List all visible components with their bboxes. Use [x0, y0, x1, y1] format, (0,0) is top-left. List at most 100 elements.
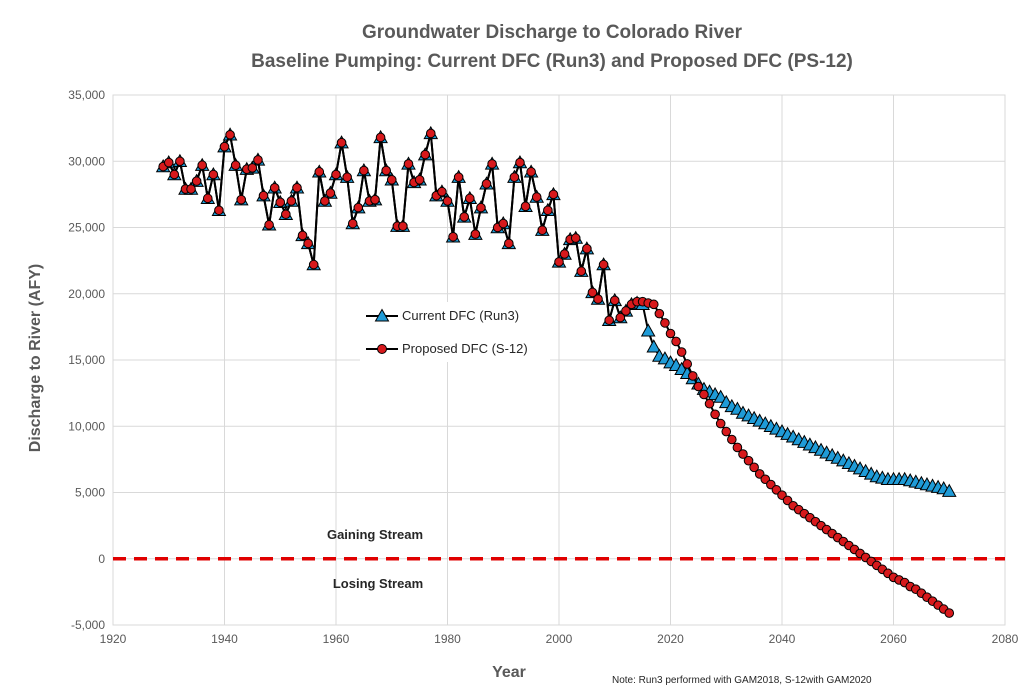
x-tick-label: 2040: [769, 632, 796, 646]
data-point-circle: [682, 359, 693, 369]
data-point-circle: [442, 196, 453, 206]
x-tick-label: 2060: [880, 632, 907, 646]
data-point-circle: [559, 249, 570, 259]
legend-marker-circle: [377, 344, 387, 354]
data-point-circle: [308, 259, 319, 270]
y-tick-label: 35,000: [68, 88, 105, 102]
x-tick-label: 1920: [100, 632, 127, 646]
data-point-circle: [403, 159, 414, 169]
data-point-circle: [576, 266, 587, 277]
data-point-circle: [582, 243, 592, 254]
data-point-circle: [381, 165, 391, 176]
data-point-circle: [515, 157, 525, 168]
data-point-circle: [359, 165, 369, 176]
data-point-circle: [420, 149, 431, 160]
data-point-circle: [543, 205, 553, 216]
losing-stream-label: Losing Stream: [333, 576, 423, 591]
data-point-circle: [587, 287, 598, 298]
data-point-circle: [738, 449, 748, 459]
data-point-circle: [520, 201, 531, 212]
data-point-circle: [186, 184, 196, 194]
plot-area-border: [112, 94, 1006, 626]
data-point-circle: [219, 141, 230, 152]
axes: -5,000 0 5,000 10,000 15,000 20,000 25,000 30,0…: [68, 88, 1018, 646]
data-point-circle: [236, 194, 247, 205]
data-point-circle: [459, 212, 470, 222]
data-point-circle: [688, 371, 698, 381]
data-point-circle: [615, 312, 626, 323]
data-point-circle: [604, 315, 614, 326]
y-tick-label: 10,000: [68, 419, 105, 433]
x-tick-label: 1980: [434, 632, 461, 646]
data-point-circle: [548, 189, 559, 200]
data-point-circle: [715, 418, 726, 429]
data-point-circle: [699, 389, 709, 400]
data-point-circle: [163, 157, 174, 168]
data-point-circle: [727, 434, 737, 445]
x-tick-label: 1940: [211, 632, 238, 646]
data-point-circle: [504, 238, 514, 249]
data-point-circle: [353, 202, 364, 213]
data-point-circle: [370, 194, 380, 205]
series-line: [162, 132, 950, 493]
x-tick-label: 1960: [323, 632, 350, 646]
legend: Current DFC (Run3) Proposed DFC (S-12): [360, 302, 550, 362]
data-point-circle: [621, 306, 631, 316]
data-point-circle: [465, 193, 475, 204]
data-point-circle: [732, 442, 743, 453]
data-point-circle: [342, 172, 352, 182]
data-point-circle: [175, 156, 185, 167]
data-point-circle: [648, 299, 659, 310]
data-point-circle: [944, 608, 955, 618]
legend-label-proposed: Proposed DFC (S-12): [402, 341, 528, 356]
data-point-triangle: [640, 323, 656, 337]
data-point-circle: [693, 381, 704, 392]
data-point-circle: [208, 169, 219, 180]
legend-background: [360, 302, 550, 362]
data-point-circle: [749, 462, 759, 473]
y-tick-label: -5,000: [71, 618, 105, 632]
gaining-stream-label: Gaining Stream: [327, 527, 423, 542]
data-point-circle: [609, 295, 620, 306]
data-point-circle: [453, 172, 464, 182]
data-point-circle: [598, 259, 609, 270]
chart-title: Groundwater Discharge to Colorado River: [362, 22, 743, 43]
data-point-circle: [414, 175, 425, 185]
chart-subtitle: Baseline Pumping: Current DFC (Run3) and…: [251, 51, 853, 72]
data-point-circle: [169, 169, 180, 180]
data-point-circle: [398, 221, 408, 231]
y-tick-label: 20,000: [68, 287, 105, 301]
data-point-triangle: [646, 339, 662, 353]
data-point-circle: [654, 308, 665, 319]
data-point-circle: [476, 202, 486, 213]
data-point-circle: [487, 159, 497, 169]
data-point-circle: [325, 188, 336, 198]
data-point-circle: [331, 169, 341, 180]
data-point-circle: [676, 347, 687, 357]
data-point-circle: [526, 167, 536, 177]
data-point-circle: [202, 193, 213, 204]
y-tick-label: 30,000: [68, 154, 105, 168]
data-point-circle: [743, 455, 754, 466]
data-point-circle: [593, 294, 603, 304]
data-point-circle: [537, 225, 548, 235]
y-tick-label: 15,000: [68, 353, 105, 367]
data-point-circle: [671, 336, 681, 347]
data-point-circle: [509, 172, 520, 182]
data-point-circle: [386, 175, 397, 185]
data-point-circle: [225, 129, 235, 140]
data-point-circle: [470, 229, 481, 239]
series-layer: [155, 125, 957, 618]
x-axis-label: Year: [492, 664, 526, 681]
data-point-circle: [269, 182, 280, 193]
data-point-circle: [286, 196, 297, 206]
data-point-circle: [498, 218, 509, 229]
data-point-circle: [258, 190, 269, 201]
data-point-circle: [531, 192, 542, 202]
data-point-circle: [314, 167, 325, 177]
series-current-dfc: [155, 125, 957, 497]
data-point-circle: [437, 186, 447, 197]
data-point-circle: [320, 196, 330, 206]
data-point-triangle: [941, 483, 957, 497]
